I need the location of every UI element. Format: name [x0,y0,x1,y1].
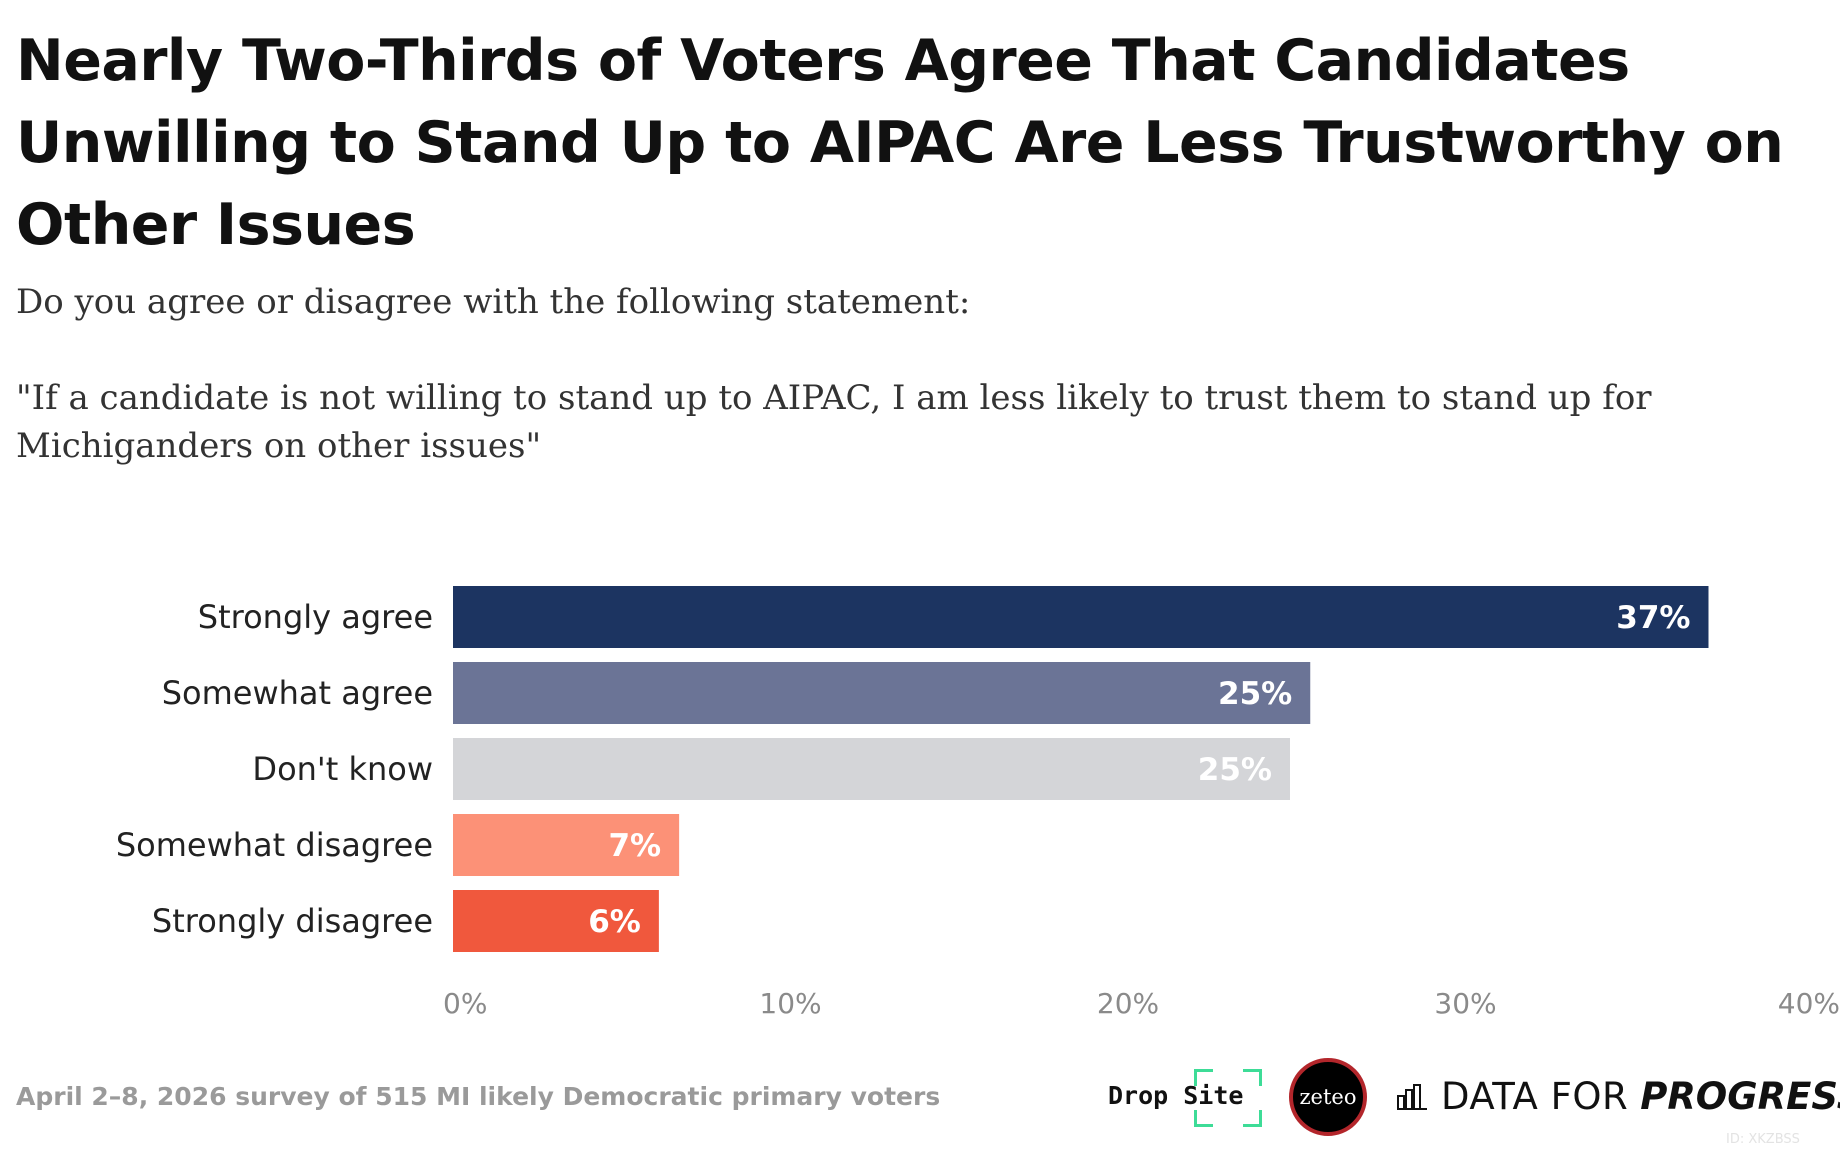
category-label-somewhat-disagree: Somewhat disagree [116,826,433,864]
bracket-decoration [1243,1069,1262,1086]
x-tick-label: 10% [759,987,821,1020]
bar-chart: Strongly agree 37% Somewhat agree 25% Don't … [116,586,1840,1020]
data-for-progress-logo: DATA FOR PROGRESS [1397,1073,1840,1119]
value-label-don-t-know: 25% [1198,752,1272,788]
category-label-don-t-know: Don't know [252,750,433,788]
bar-somewhat-agree [453,662,1311,724]
x-tick-label: 0% [443,987,487,1020]
bar-don-t-know [453,738,1290,800]
survey-statement: "If a candidate is not willing to stand … [16,378,1652,466]
dropsite-logo-text: Drop Site [1108,1081,1244,1110]
partner-logos: Drop Site zeteo DATA FOR PROGRESS [1080,1055,1840,1145]
value-label-strongly-agree: 37% [1616,600,1690,636]
value-label-strongly-disagree: 6% [588,904,641,940]
x-tick-label: 30% [1434,987,1496,1020]
dfp-logo-text: DATA FOR [1441,1074,1629,1118]
x-axis-ticks: 0% 10% 20% 30% 40% [443,987,1840,1020]
bracket-decoration [1243,1110,1262,1127]
x-tick-label: 40% [1778,987,1840,1020]
zeteo-logo-text: zeteo [1299,1085,1357,1109]
bar-somewhat-disagree [453,814,680,876]
dfp-logo-text-bold: PROGRESS [1640,1074,1840,1118]
zeteo-logo: zeteo [1289,1058,1367,1136]
category-label-strongly-disagree: Strongly disagree [152,902,433,940]
category-label-somewhat-agree: Somewhat agree [162,674,433,712]
survey-source-note: April 2–8, 2026 survey of 515 MI likely … [16,1082,941,1111]
x-tick-label: 20% [1097,987,1159,1020]
bar-strongly-agree [453,586,1709,648]
bar-chart-icon [1397,1084,1427,1110]
bracket-decoration [1194,1110,1213,1127]
value-label-somewhat-disagree: 7% [608,828,661,864]
chart-title: Nearly Two-Thirds of Voters Agree That C… [16,28,1784,258]
chart-id: ID: XKZBSS [1726,1132,1800,1147]
bars-group: Strongly agree 37% Somewhat agree 25% Don't … [116,586,1709,952]
value-label-somewhat-agree: 25% [1218,676,1292,712]
bracket-decoration [1194,1069,1213,1086]
survey-question: Do you agree or disagree with the follow… [16,282,971,322]
category-label-strongly-agree: Strongly agree [198,598,433,636]
bar-strongly-disagree [453,890,659,952]
dropsite-logo: Drop Site [1108,1069,1262,1127]
